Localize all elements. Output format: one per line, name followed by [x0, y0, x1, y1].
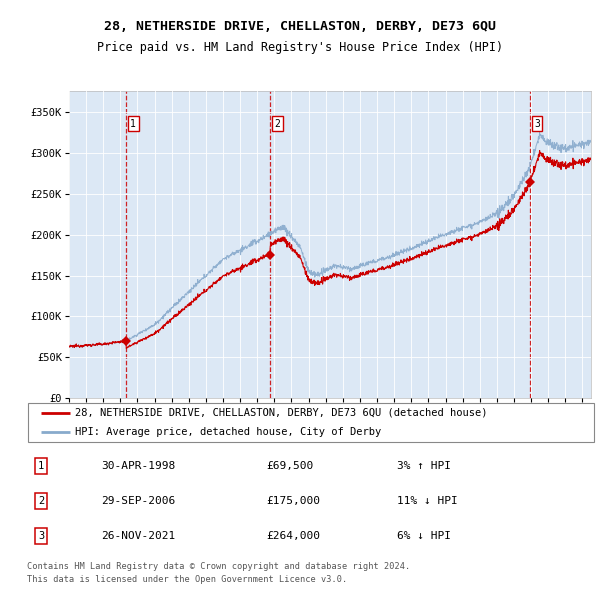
- Text: This data is licensed under the Open Government Licence v3.0.: This data is licensed under the Open Gov…: [27, 575, 347, 584]
- Text: 1: 1: [38, 461, 44, 471]
- Text: 3: 3: [38, 531, 44, 541]
- Text: 1: 1: [130, 119, 136, 129]
- Text: £69,500: £69,500: [266, 461, 313, 471]
- Text: 2: 2: [274, 119, 280, 129]
- Text: HPI: Average price, detached house, City of Derby: HPI: Average price, detached house, City…: [76, 427, 382, 437]
- Text: 3: 3: [534, 119, 540, 129]
- Text: 6% ↓ HPI: 6% ↓ HPI: [397, 531, 451, 541]
- Text: 26-NOV-2021: 26-NOV-2021: [101, 531, 175, 541]
- Text: Price paid vs. HM Land Registry's House Price Index (HPI): Price paid vs. HM Land Registry's House …: [97, 41, 503, 54]
- Text: 29-SEP-2006: 29-SEP-2006: [101, 496, 175, 506]
- Text: 30-APR-1998: 30-APR-1998: [101, 461, 175, 471]
- Text: £175,000: £175,000: [266, 496, 320, 506]
- Text: 28, NETHERSIDE DRIVE, CHELLASTON, DERBY, DE73 6QU: 28, NETHERSIDE DRIVE, CHELLASTON, DERBY,…: [104, 20, 496, 33]
- Text: 28, NETHERSIDE DRIVE, CHELLASTON, DERBY, DE73 6QU (detached house): 28, NETHERSIDE DRIVE, CHELLASTON, DERBY,…: [76, 408, 488, 418]
- FancyBboxPatch shape: [28, 403, 594, 442]
- Text: £264,000: £264,000: [266, 531, 320, 541]
- Text: 11% ↓ HPI: 11% ↓ HPI: [397, 496, 457, 506]
- Text: 2: 2: [38, 496, 44, 506]
- Text: Contains HM Land Registry data © Crown copyright and database right 2024.: Contains HM Land Registry data © Crown c…: [27, 562, 410, 571]
- Text: 3% ↑ HPI: 3% ↑ HPI: [397, 461, 451, 471]
